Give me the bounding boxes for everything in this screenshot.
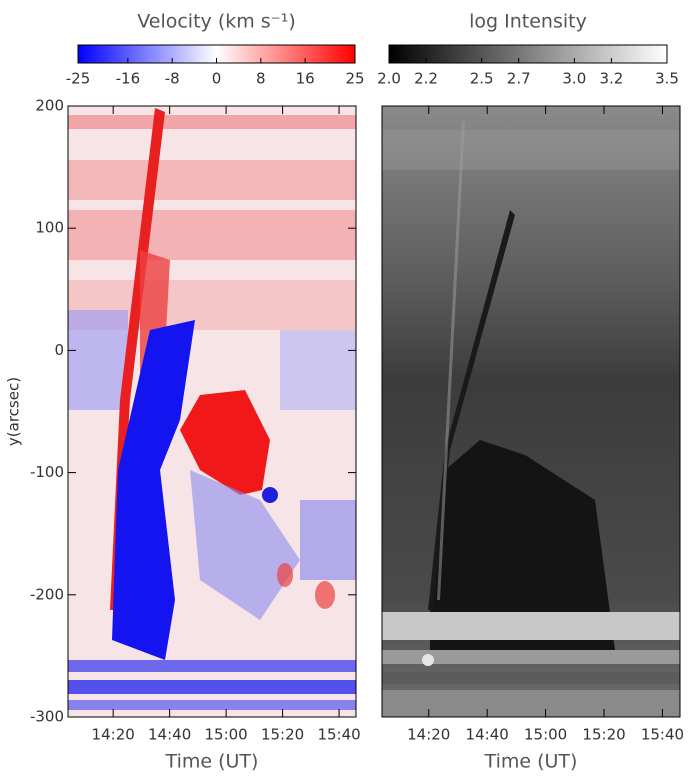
colorbar-tick-label: -25: [66, 70, 91, 88]
colorbar-tick-label: 2.0: [377, 70, 401, 88]
x-axis-label: Time (UT): [165, 751, 259, 773]
colorbar-tick-label: -8: [165, 70, 180, 88]
y-tick-label: -200: [30, 585, 64, 603]
y-tick-label: 200: [35, 97, 64, 115]
colorbar-tick-label: 3.5: [655, 70, 679, 88]
x-tick-label: 14:40: [148, 726, 191, 744]
x-tick-label: 14:20: [92, 726, 135, 744]
colorbar-tick-label: 2.7: [507, 70, 531, 88]
colorbar-tick-label: 2.5: [470, 70, 494, 88]
velocity-image: [68, 106, 356, 717]
colorbar-tick-label: 25: [345, 70, 364, 88]
x-tick-label: 14:40: [466, 726, 509, 744]
colorbar-tick-label: -16: [116, 70, 141, 88]
x-axis-label: Time (UT): [484, 751, 578, 773]
x-tick-label: 15:20: [582, 726, 625, 744]
colorbar-tick-label: 2.2: [414, 70, 438, 88]
chart-title: Velocity (km s⁻¹): [137, 11, 296, 33]
x-tick-label: 15:00: [205, 726, 248, 744]
y-axis-label: y(arcsec): [5, 377, 23, 446]
colorbar-tick-label: 3.0: [562, 70, 586, 88]
colorbar-tick-label: 8: [256, 70, 266, 88]
y-tick-label: -100: [30, 463, 64, 481]
x-tick-label: 15:40: [641, 726, 684, 744]
y-tick-label: -300: [30, 708, 64, 726]
x-tick-label: 15:40: [317, 726, 360, 744]
plot-frame: [67, 105, 357, 718]
colorbar-tick-label: 16: [296, 70, 315, 88]
colorbar-tick-label: 3.2: [599, 70, 623, 88]
x-tick-label: 15:20: [261, 726, 304, 744]
plot-frame: [381, 105, 681, 718]
colorbar-tick-label: 0: [212, 70, 222, 88]
intensity-image: [382, 106, 680, 717]
colorbar: [388, 44, 668, 64]
x-tick-label: 14:20: [407, 726, 450, 744]
chart-title: log Intensity: [469, 11, 587, 33]
x-tick-label: 15:00: [524, 726, 567, 744]
y-tick-label: 0: [54, 341, 64, 359]
y-tick-label: 100: [35, 219, 64, 237]
